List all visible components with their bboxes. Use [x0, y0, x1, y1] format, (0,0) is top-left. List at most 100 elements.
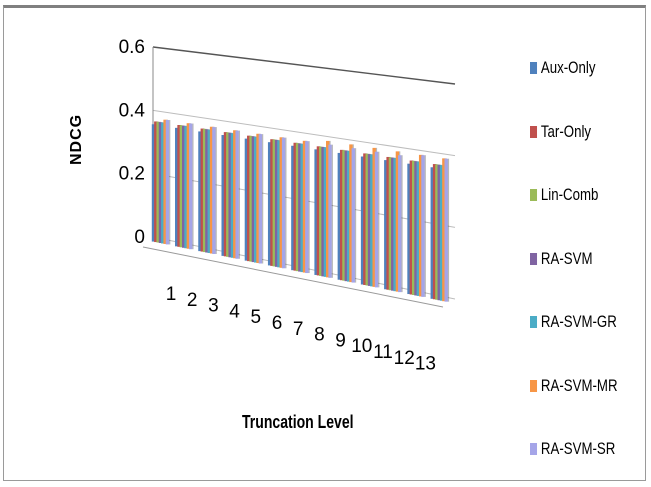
bar [300, 143, 304, 273]
x-tick-label: 12 [394, 348, 415, 369]
bar [363, 153, 367, 285]
bar [342, 150, 346, 281]
bar [279, 137, 283, 268]
bar [188, 123, 193, 250]
y-tick-label: 0.6 [119, 37, 145, 58]
bar [165, 120, 170, 245]
bar [398, 155, 402, 293]
bar [212, 127, 216, 254]
bar [179, 125, 184, 248]
bar [360, 156, 365, 285]
bar-shade [192, 123, 194, 250]
bar [393, 158, 397, 292]
x-tick-label: 7 [293, 319, 304, 340]
bar [291, 145, 295, 271]
bar-shade [378, 151, 380, 288]
bar [163, 119, 167, 244]
bar [235, 130, 239, 259]
legend-swatch [530, 316, 538, 328]
bar [386, 156, 390, 290]
x-tick-label: 2 [187, 290, 198, 311]
bar [151, 124, 156, 242]
bar [256, 133, 260, 264]
x-tick-label: 9 [335, 330, 346, 351]
legend-swatch [530, 443, 538, 455]
bar [316, 146, 321, 276]
bar [198, 131, 202, 252]
bar-shade [169, 120, 171, 245]
bar [409, 160, 414, 295]
bar [207, 129, 211, 254]
bar [298, 143, 302, 272]
bar [372, 147, 376, 287]
bar [158, 122, 163, 244]
y-tick-label: 0.4 [119, 100, 146, 121]
x-tick-label: 3 [208, 296, 219, 317]
bar [177, 124, 181, 247]
bar [205, 129, 209, 253]
bar [388, 157, 393, 291]
bar [444, 158, 448, 302]
bar-shade [424, 155, 426, 297]
bar [247, 135, 251, 262]
bar [274, 139, 279, 267]
legend-swatch [530, 252, 538, 265]
bar [319, 146, 323, 276]
bar [414, 161, 418, 296]
bar [314, 149, 318, 275]
gridline [152, 109, 456, 157]
bar [323, 147, 328, 277]
bar [437, 164, 441, 301]
legend-label: RA-SVM-MR [540, 375, 618, 395]
bar [230, 133, 235, 258]
x-tick-label: 4 [229, 301, 240, 322]
bar [226, 132, 230, 257]
x-tick-label: 1 [166, 284, 177, 305]
legend-label: RA-SVM [540, 248, 593, 268]
x-axis-title: Truncation Level [242, 412, 354, 432]
bar [326, 140, 330, 278]
y-tick-label: 0 [134, 227, 145, 248]
legend-label: RA-SVM-GR [540, 312, 617, 331]
bar [181, 125, 186, 248]
y-tick-label: 0.2 [119, 164, 145, 185]
bar [200, 128, 204, 252]
legend-item: Tar-Only [530, 121, 591, 143]
bar [337, 152, 342, 280]
legend-label: RA-SVM-SR [540, 439, 616, 458]
bar-shade [262, 134, 264, 264]
bar [351, 148, 355, 283]
bar [244, 138, 249, 261]
bar [186, 123, 191, 249]
legend-label: Aux-Only [540, 58, 596, 77]
bar [270, 139, 274, 266]
legend-item: RA-SVM [530, 248, 592, 270]
bar [161, 122, 165, 244]
bar [281, 137, 286, 269]
legend-item: Lin-Comb [530, 184, 598, 206]
bar [154, 121, 158, 243]
bar [295, 143, 300, 272]
x-tick-label: 10 [351, 336, 372, 357]
bar [430, 167, 434, 299]
bar [421, 155, 425, 297]
bar [395, 151, 400, 292]
legend-swatch [530, 62, 538, 74]
bar [267, 142, 272, 266]
x-tick-label: 5 [251, 307, 262, 328]
bar [305, 141, 309, 274]
legend-item: Aux-Only [530, 57, 595, 79]
bar [391, 157, 395, 291]
bar [418, 154, 423, 297]
bar [233, 130, 237, 259]
bar [384, 160, 388, 290]
y-axis-title: NDCG [68, 113, 85, 165]
bar [339, 149, 344, 281]
bar-shade [238, 130, 241, 259]
gridline [152, 46, 456, 85]
bar-shade [285, 137, 287, 269]
bar [249, 136, 253, 262]
bar-shade [308, 141, 310, 274]
bar [432, 164, 437, 300]
bar-shade [331, 144, 333, 278]
